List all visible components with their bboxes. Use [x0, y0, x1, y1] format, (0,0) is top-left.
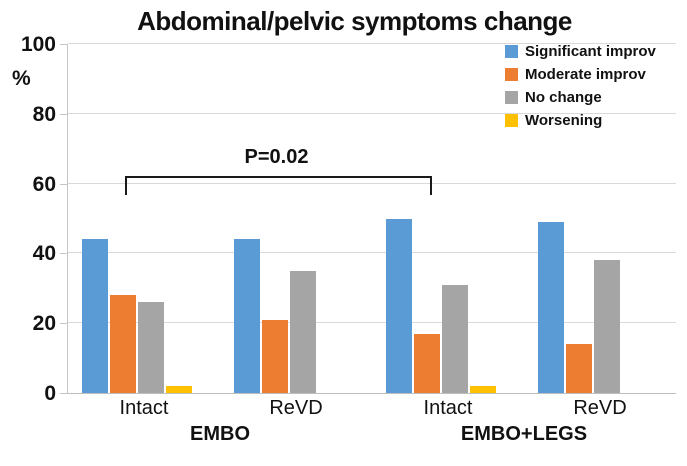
chart-title: Abdominal/pelvic symptoms change	[137, 6, 572, 36]
legend-item: Significant improv	[505, 42, 656, 60]
x-axis-category-label: ReVD	[269, 397, 323, 419]
legend: Significant improv Moderate improv No chan…	[505, 42, 656, 129]
legend-swatch-icon	[505, 67, 518, 81]
bar-moderate-improv	[110, 295, 136, 393]
legend-item: No change	[505, 88, 656, 106]
gridline-60	[68, 182, 676, 184]
y-axis-tick-label: 0	[44, 382, 56, 405]
significance-bracket	[125, 176, 432, 195]
y-axis-tick-label: 60	[32, 172, 56, 196]
x-axis-category-label: Intact	[423, 397, 473, 419]
legend-label: Significant improv	[525, 42, 656, 60]
legend-item: Worsening	[505, 111, 656, 129]
bar-significant-improv	[82, 239, 108, 393]
bar-moderate-improv	[414, 333, 440, 393]
bar-no-change	[138, 302, 164, 393]
bar-no-change	[442, 284, 468, 393]
p-value-label: P=0.02	[244, 146, 309, 168]
bar-worsening	[470, 386, 496, 393]
bar-significant-improv	[538, 222, 564, 393]
legend-label: Worsening	[525, 111, 603, 129]
plot-area	[60, 43, 676, 394]
legend-item: Moderate improv	[505, 65, 656, 83]
y-axis-tick-mark	[60, 323, 68, 325]
y-axis-tick-mark	[60, 253, 68, 255]
x-axis-category-label: Intact	[119, 397, 169, 419]
y-axis-tick-mark	[60, 113, 68, 115]
y-axis-tick-label: 100	[20, 33, 56, 56]
x-axis-group-label: EMBO+LEGS	[460, 423, 588, 445]
gridline-100	[68, 43, 676, 44]
x-axis-group-label: EMBO	[190, 423, 250, 445]
bar-moderate-improv	[566, 344, 592, 393]
legend-label: Moderate improv	[525, 65, 646, 83]
y-axis-tick-mark	[60, 183, 68, 185]
gridline-80	[68, 112, 676, 114]
bar-moderate-improv	[262, 319, 288, 393]
x-axis-category-label: ReVD	[573, 397, 627, 419]
legend-swatch-icon	[505, 90, 518, 104]
bar-significant-improv	[234, 239, 260, 393]
bar-significant-improv	[386, 218, 412, 393]
y-axis-line	[67, 44, 68, 393]
legend-label: No change	[525, 88, 602, 106]
legend-swatch-icon	[505, 44, 518, 58]
y-axis-unit-label: %	[12, 67, 31, 90]
y-axis-tick-label: 40	[32, 242, 56, 266]
gridline-40	[68, 252, 676, 254]
y-axis-tick-mark	[60, 393, 68, 394]
legend-swatch-icon	[505, 113, 518, 127]
bar-worsening	[166, 386, 192, 393]
gridline-20	[68, 322, 676, 324]
y-axis-tick-label: 20	[32, 312, 56, 336]
y-axis-tick-label: 80	[32, 102, 56, 126]
bar-no-change	[594, 260, 620, 393]
y-axis-tick-mark	[60, 44, 68, 45]
bar-no-change	[290, 270, 316, 393]
gridline-0	[68, 393, 676, 394]
